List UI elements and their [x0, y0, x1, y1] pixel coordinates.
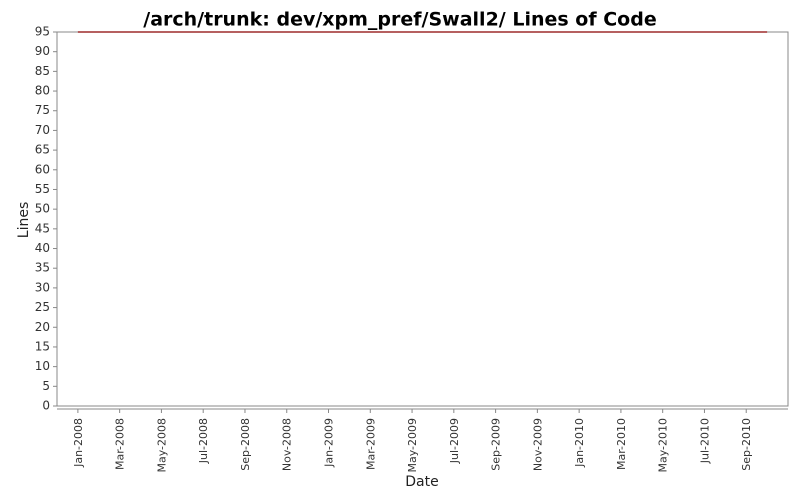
x-tick-label: Mar-2009 — [364, 418, 377, 470]
y-tick-label: 15 — [35, 339, 50, 353]
x-tick-label: Jul-2008 — [197, 418, 210, 464]
y-tick-label: 5 — [42, 379, 50, 393]
x-tick-label: Jan-2010 — [573, 418, 586, 468]
y-tick-label: 80 — [35, 84, 50, 98]
y-tick-label: 45 — [35, 221, 50, 235]
y-tick-label: 95 — [35, 25, 50, 39]
y-tick-label: 0 — [42, 399, 50, 413]
y-tick-label: 70 — [35, 123, 50, 137]
y-tick-label: 65 — [35, 143, 50, 157]
x-tick-label: Mar-2008 — [114, 418, 127, 470]
y-tick-label: 50 — [35, 202, 50, 216]
x-tick-label: Jan-2009 — [323, 418, 336, 468]
x-tick-label: Nov-2009 — [531, 418, 544, 471]
y-tick-label: 30 — [35, 280, 50, 294]
x-tick-label: Jul-2010 — [698, 418, 711, 464]
y-tick-label: 75 — [35, 103, 50, 117]
x-tick-label: May-2010 — [657, 418, 670, 473]
x-tick-label: Sep-2009 — [490, 418, 503, 471]
y-tick-label: 10 — [35, 359, 50, 373]
x-axis-title: Date — [405, 474, 438, 490]
x-tick-label: Jul-2009 — [448, 418, 461, 464]
y-tick-label: 60 — [35, 162, 50, 176]
x-tick-label: Sep-2008 — [239, 418, 252, 471]
y-tick-label: 35 — [35, 261, 50, 275]
y-tick-label: 90 — [35, 44, 50, 58]
x-tick-label: Mar-2010 — [615, 418, 628, 470]
x-tick-label: Nov-2008 — [281, 418, 294, 471]
y-tick-label: 25 — [35, 300, 50, 314]
y-tick-label: 40 — [35, 241, 50, 255]
x-tick-label: May-2008 — [155, 418, 168, 473]
x-tick-label: May-2009 — [406, 418, 419, 473]
chart-title: /arch/trunk: dev/xpm_pref/Swall2/ Lines … — [143, 9, 656, 31]
plot-area — [56, 31, 789, 407]
y-tick-label: 55 — [35, 182, 50, 196]
y-axis-title: Lines — [16, 202, 32, 238]
x-tick-label: Jan-2008 — [72, 418, 85, 468]
x-tick-label: Sep-2010 — [740, 418, 753, 471]
y-tick-label: 85 — [35, 64, 50, 78]
y-tick-label: 20 — [35, 320, 50, 334]
